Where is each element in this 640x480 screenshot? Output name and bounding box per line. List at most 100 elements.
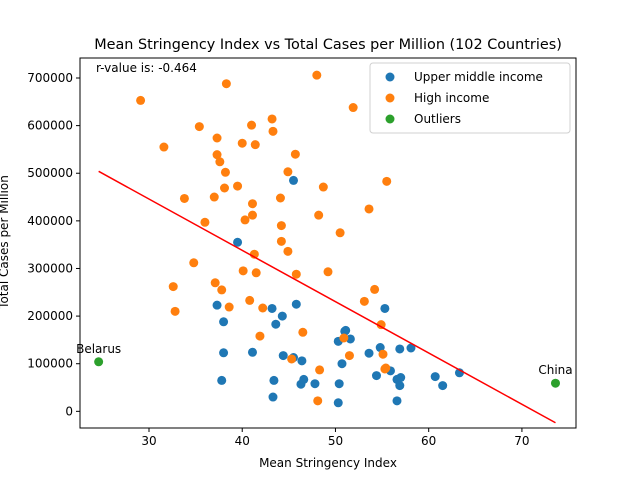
data-point-0 <box>217 375 227 385</box>
data-point-1 <box>245 295 255 305</box>
data-point-1 <box>287 354 297 364</box>
x-tick-label: 40 <box>235 434 250 448</box>
data-point-1 <box>359 296 369 306</box>
data-point-1 <box>339 333 349 343</box>
data-point-1 <box>276 236 286 246</box>
y-tick-label: 700000 <box>27 71 73 85</box>
legend-marker <box>385 93 395 103</box>
data-point-1 <box>364 204 374 214</box>
data-point-1 <box>233 181 243 191</box>
data-point-1 <box>212 133 222 143</box>
y-tick-label: 0 <box>65 404 73 418</box>
legend-label: High income <box>414 91 489 105</box>
point-label: China <box>538 363 572 377</box>
data-point-1 <box>315 365 325 375</box>
data-point-0 <box>278 351 288 361</box>
axis-ticks: 30 40 50 60 70 0 100000 200000 300000 400000 50000… <box>27 71 529 448</box>
data-point-0 <box>364 348 374 358</box>
plot-frame <box>79 57 577 429</box>
data-point-0 <box>380 303 390 313</box>
data-point-1 <box>194 122 204 132</box>
data-point-0 <box>247 347 257 357</box>
data-point-1 <box>240 215 250 225</box>
data-point-0 <box>297 356 307 366</box>
y-axis-label: Total Cases per Million <box>0 175 11 310</box>
data-point-0 <box>233 237 243 247</box>
data-point-0 <box>392 396 402 406</box>
legend-marker <box>385 72 395 82</box>
data-point-1 <box>247 120 257 130</box>
data-point-1 <box>290 149 300 159</box>
data-point-1 <box>250 140 260 150</box>
data-point-0 <box>333 398 343 408</box>
y-tick-label: 600000 <box>27 119 73 133</box>
data-point-1 <box>276 221 286 231</box>
data-point-0 <box>219 317 229 327</box>
data-point-1 <box>313 396 323 406</box>
data-point-1 <box>237 138 247 148</box>
data-point-0 <box>277 311 287 321</box>
x-tick-label: 50 <box>328 434 343 448</box>
data-point-0 <box>289 175 299 185</box>
data-point-1 <box>224 302 234 312</box>
y-tick-label: 200000 <box>27 309 73 323</box>
legend: Upper middle income High income Outliers <box>369 62 571 134</box>
legend-label: Upper middle income <box>414 70 543 84</box>
legend-marker <box>385 114 395 124</box>
data-point-1 <box>220 183 230 193</box>
data-point-0 <box>219 348 229 358</box>
data-point-0 <box>395 381 405 391</box>
data-point-0 <box>268 392 278 402</box>
data-point-1 <box>312 70 322 80</box>
x-tick-label: 70 <box>514 434 529 448</box>
data-point-2 <box>550 378 560 388</box>
data-point-1 <box>376 320 386 330</box>
data-point-1 <box>323 267 333 277</box>
y-tick-label: 300000 <box>27 261 73 275</box>
data-point-1 <box>382 176 392 186</box>
r-value-annotation: r-value is: -0.464 <box>96 61 197 75</box>
legend-box <box>369 62 571 134</box>
data-point-0 <box>299 374 309 384</box>
data-point-0 <box>291 299 301 309</box>
y-tick-label: 500000 <box>27 166 73 180</box>
data-point-1 <box>251 268 261 278</box>
data-point-1 <box>200 217 210 227</box>
chart-title: Mean Stringency Index vs Total Cases per… <box>94 37 562 53</box>
data-point-1 <box>217 285 227 295</box>
data-point-1 <box>255 331 265 341</box>
data-point-0 <box>271 319 281 329</box>
data-point-1 <box>381 363 391 373</box>
data-point-1 <box>258 303 268 313</box>
point-label: Belarus <box>76 342 121 356</box>
x-tick-label: 30 <box>141 434 156 448</box>
data-point-1 <box>215 157 225 167</box>
data-point-1 <box>209 192 219 202</box>
data-point-1 <box>247 199 257 209</box>
data-point-0 <box>395 344 405 354</box>
data-point-1 <box>318 182 328 192</box>
data-point-2 <box>94 357 104 367</box>
data-point-1 <box>212 150 222 160</box>
data-point-1 <box>283 167 293 177</box>
x-axis-label: Mean Stringency Index <box>259 456 397 470</box>
data-point-0 <box>371 371 381 381</box>
data-point-0 <box>212 300 222 310</box>
data-point-1 <box>283 246 293 256</box>
data-point-0 <box>267 303 277 313</box>
data-point-0 <box>438 381 448 391</box>
data-point-1 <box>179 193 189 203</box>
data-point-1 <box>170 306 180 316</box>
data-point-1 <box>220 167 230 177</box>
data-point-1 <box>238 266 248 276</box>
y-tick-label: 400000 <box>27 214 73 228</box>
x-tick-label: 60 <box>421 434 436 448</box>
data-point-1 <box>189 258 199 268</box>
data-point-0 <box>334 379 344 389</box>
data-point-0 <box>310 379 320 389</box>
data-point-1 <box>268 126 278 136</box>
data-point-1 <box>267 114 277 124</box>
data-point-0 <box>396 373 406 383</box>
data-point-1 <box>136 95 146 105</box>
